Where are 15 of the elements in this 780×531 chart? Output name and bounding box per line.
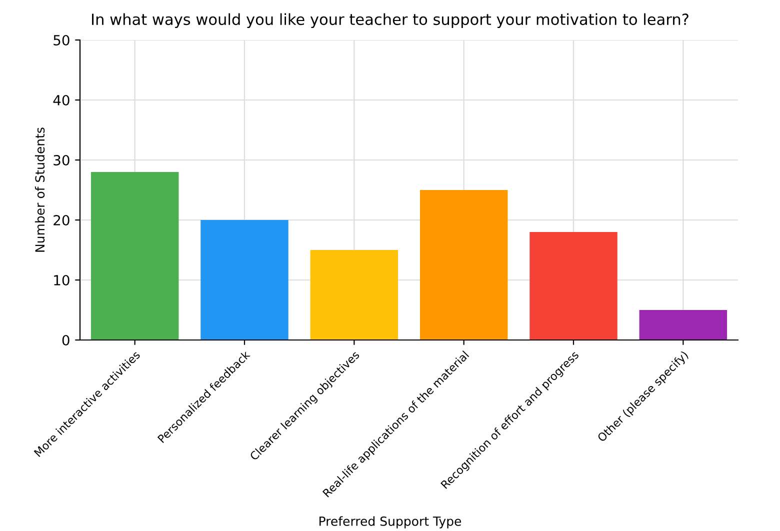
bar xyxy=(530,232,618,340)
y-tick-label: 20 xyxy=(54,214,70,226)
y-tick-label: 30 xyxy=(54,154,70,166)
x-axis-title: Preferred Support Type xyxy=(320,516,462,528)
y-tick-label: 40 xyxy=(53,94,70,106)
bar xyxy=(200,220,288,340)
bar xyxy=(639,310,728,340)
y-axis-title: Number of Students xyxy=(34,128,45,252)
y-tick-label: 0 xyxy=(62,334,70,346)
bar xyxy=(420,190,508,340)
y-tick-label: 10 xyxy=(54,274,70,286)
chart-title: In what ways would you like your teacher to support your motivation to learn? xyxy=(92,13,688,28)
bar xyxy=(90,172,179,340)
bar xyxy=(310,250,398,340)
y-tick-label: 50 xyxy=(54,34,70,46)
